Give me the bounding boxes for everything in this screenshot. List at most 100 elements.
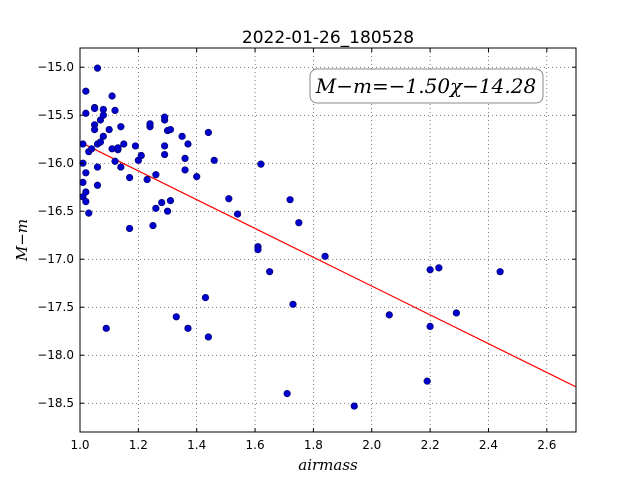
data-point bbox=[102, 324, 110, 332]
chart-title: 2022-01-26_180528 bbox=[242, 28, 414, 48]
data-point bbox=[126, 174, 134, 182]
data-point bbox=[96, 138, 105, 146]
data-point bbox=[158, 198, 166, 207]
data-point bbox=[152, 171, 160, 179]
x-tick-label: 2.4 bbox=[479, 438, 498, 452]
data-point bbox=[90, 126, 99, 134]
data-point bbox=[321, 252, 329, 260]
data-point bbox=[99, 132, 107, 140]
data-point bbox=[283, 390, 291, 398]
data-point bbox=[426, 322, 434, 331]
y-tick-label: −16.5 bbox=[37, 204, 74, 218]
data-point bbox=[181, 154, 189, 162]
data-point bbox=[93, 64, 102, 72]
data-point bbox=[435, 264, 443, 272]
data-point bbox=[117, 123, 125, 131]
y-tick-label: −18.5 bbox=[37, 396, 74, 410]
data-point bbox=[90, 104, 99, 113]
plot-frame bbox=[79, 47, 577, 433]
x-tick-label: 2.0 bbox=[362, 438, 381, 452]
data-point bbox=[233, 210, 242, 218]
data-point bbox=[82, 198, 90, 206]
data-point bbox=[108, 92, 116, 100]
data-point bbox=[79, 140, 87, 148]
data-point bbox=[111, 106, 119, 114]
fit-line bbox=[79, 141, 577, 388]
y-tick-label: −16.0 bbox=[37, 156, 74, 170]
data-point bbox=[166, 197, 175, 205]
data-point bbox=[143, 175, 151, 184]
data-point bbox=[161, 113, 169, 121]
data-point bbox=[114, 144, 122, 152]
data-point bbox=[82, 169, 90, 177]
x-tick-label: 1.0 bbox=[70, 438, 89, 452]
fit-annotation: M−m=−1.50χ−14.28 bbox=[315, 74, 536, 98]
x-tick-label: 1.6 bbox=[246, 438, 265, 452]
data-point bbox=[161, 150, 169, 159]
x-axis-label: airmass bbox=[298, 456, 358, 474]
data-point bbox=[93, 181, 102, 189]
y-axis-label: M−m bbox=[13, 219, 31, 262]
grid bbox=[79, 48, 576, 432]
data-point bbox=[146, 120, 154, 128]
data-point bbox=[193, 173, 201, 181]
y-tick-label: −18.0 bbox=[37, 348, 74, 362]
data-point bbox=[161, 142, 169, 150]
data-point bbox=[99, 111, 107, 119]
data-point bbox=[266, 268, 274, 276]
data-point bbox=[137, 151, 145, 160]
data-point bbox=[117, 163, 125, 171]
y-tick-label: −15.5 bbox=[37, 108, 74, 122]
data-point bbox=[204, 333, 212, 341]
data-point bbox=[289, 300, 297, 308]
x-tick-label: 1.4 bbox=[187, 438, 206, 452]
points bbox=[79, 64, 504, 410]
data-point bbox=[108, 145, 116, 153]
y-tick-label: −15.0 bbox=[37, 60, 74, 74]
x-tick-label: 2.2 bbox=[421, 438, 440, 452]
fit-line-group bbox=[79, 141, 577, 388]
data-point bbox=[295, 219, 303, 227]
data-point bbox=[496, 268, 504, 276]
data-point bbox=[120, 140, 128, 148]
data-point bbox=[93, 163, 102, 171]
data-point bbox=[452, 309, 460, 317]
data-point bbox=[286, 196, 294, 204]
data-point bbox=[126, 224, 134, 233]
data-point bbox=[385, 311, 393, 319]
data-point bbox=[105, 126, 113, 134]
data-point bbox=[111, 157, 119, 165]
x-tick-label: 2.6 bbox=[537, 438, 556, 452]
data-point bbox=[201, 294, 210, 302]
data-point bbox=[166, 126, 175, 134]
y-tick-label: −17.5 bbox=[37, 300, 74, 314]
data-point bbox=[178, 132, 186, 140]
y-tick-label: −17.0 bbox=[37, 252, 74, 266]
data-point bbox=[423, 377, 431, 385]
data-point bbox=[184, 324, 192, 332]
data-point bbox=[79, 178, 87, 186]
data-point bbox=[257, 160, 265, 168]
data-point bbox=[254, 246, 262, 254]
data-point bbox=[350, 402, 358, 410]
data-point bbox=[184, 140, 192, 148]
data-point bbox=[181, 166, 189, 174]
data-point bbox=[426, 266, 434, 274]
data-point bbox=[172, 313, 180, 321]
data-point bbox=[82, 188, 90, 196]
data-point bbox=[210, 156, 218, 164]
data-point bbox=[82, 109, 90, 117]
data-point bbox=[131, 142, 140, 150]
data-point bbox=[163, 207, 172, 215]
data-point bbox=[88, 145, 96, 153]
data-point bbox=[82, 87, 90, 95]
x-tick-label: 1.2 bbox=[129, 438, 148, 452]
data-point bbox=[85, 209, 93, 217]
data-point bbox=[204, 128, 212, 137]
fit-annotation-box bbox=[309, 68, 544, 104]
x-tick-label: 1.8 bbox=[304, 438, 323, 452]
data-point bbox=[149, 222, 157, 230]
data-point bbox=[225, 195, 233, 203]
data-point bbox=[152, 204, 160, 212]
